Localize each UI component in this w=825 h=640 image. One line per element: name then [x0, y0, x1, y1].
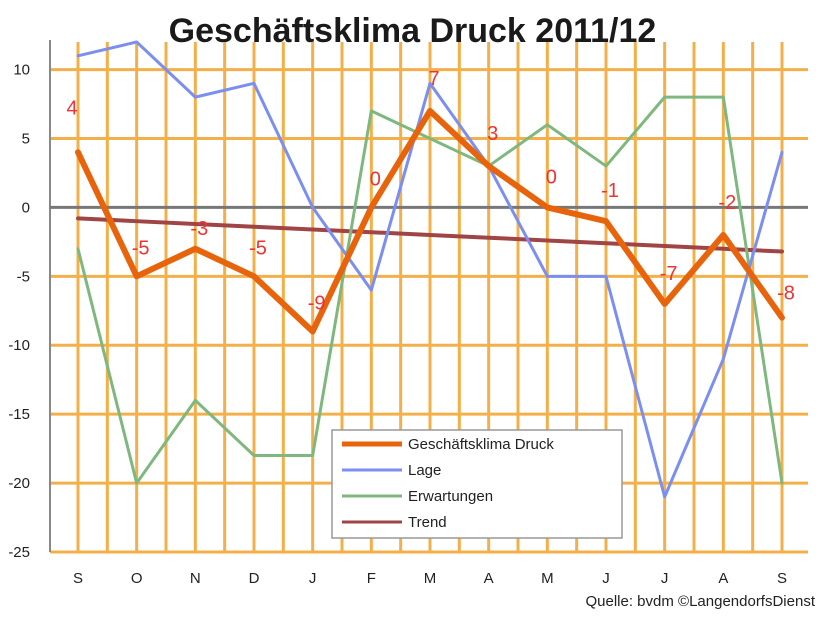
x-tick-label: O — [131, 570, 143, 587]
data-label: 7 — [428, 68, 439, 90]
series-line-3 — [76, 216, 784, 254]
legend-entry: Trend — [408, 514, 447, 531]
x-tick-label: F — [367, 570, 376, 587]
legend-entry: Lage — [408, 462, 441, 479]
series-line-2 — [76, 95, 784, 485]
source-note: Quelle: bvdm ©LangendorfsDienst — [585, 593, 815, 610]
x-tick-label: S — [73, 570, 83, 587]
x-tick-label: N — [190, 570, 201, 587]
x-tick-label: J — [661, 570, 669, 587]
y-tick-label: 5 — [22, 130, 30, 147]
data-label: -1 — [601, 180, 619, 202]
y-tick-label: -25 — [8, 544, 30, 561]
x-tick-label: J — [602, 570, 610, 587]
legend-entry: Erwartungen — [408, 488, 493, 505]
data-label: -2 — [718, 192, 736, 214]
series-line-1 — [76, 40, 784, 499]
y-tick-label: -5 — [17, 268, 30, 285]
data-label: -3 — [190, 218, 208, 240]
legend-box — [331, 429, 623, 539]
series-line-0 — [75, 107, 785, 335]
x-tick-label: M — [424, 570, 437, 587]
data-label: 0 — [546, 166, 557, 188]
x-tick-label: A — [718, 570, 728, 587]
y-tick-label: -15 — [8, 406, 30, 423]
x-tick-label: S — [777, 570, 787, 587]
data-label: -5 — [132, 237, 150, 259]
x-tick-label: J — [309, 570, 317, 587]
x-tick-label: M — [541, 570, 554, 587]
y-tick-label: -20 — [8, 475, 30, 492]
y-tick-label: 10 — [13, 62, 30, 79]
legend-entry: Geschäftsklima Druck — [408, 436, 554, 453]
data-label: -5 — [249, 237, 267, 259]
data-label: 4 — [66, 97, 77, 119]
data-label: 3 — [487, 123, 498, 145]
y-tick-label: -10 — [8, 337, 30, 354]
data-label: -9 — [308, 292, 326, 314]
data-label: 0 — [370, 168, 381, 190]
x-tick-label: A — [484, 570, 494, 587]
data-label: -7 — [660, 263, 678, 285]
chart-title: Geschäftsklima Druck 2011/12 — [168, 12, 657, 50]
data-label: -8 — [777, 283, 795, 305]
y-tick-label: 0 — [22, 199, 30, 216]
x-tick-label: D — [249, 570, 260, 587]
